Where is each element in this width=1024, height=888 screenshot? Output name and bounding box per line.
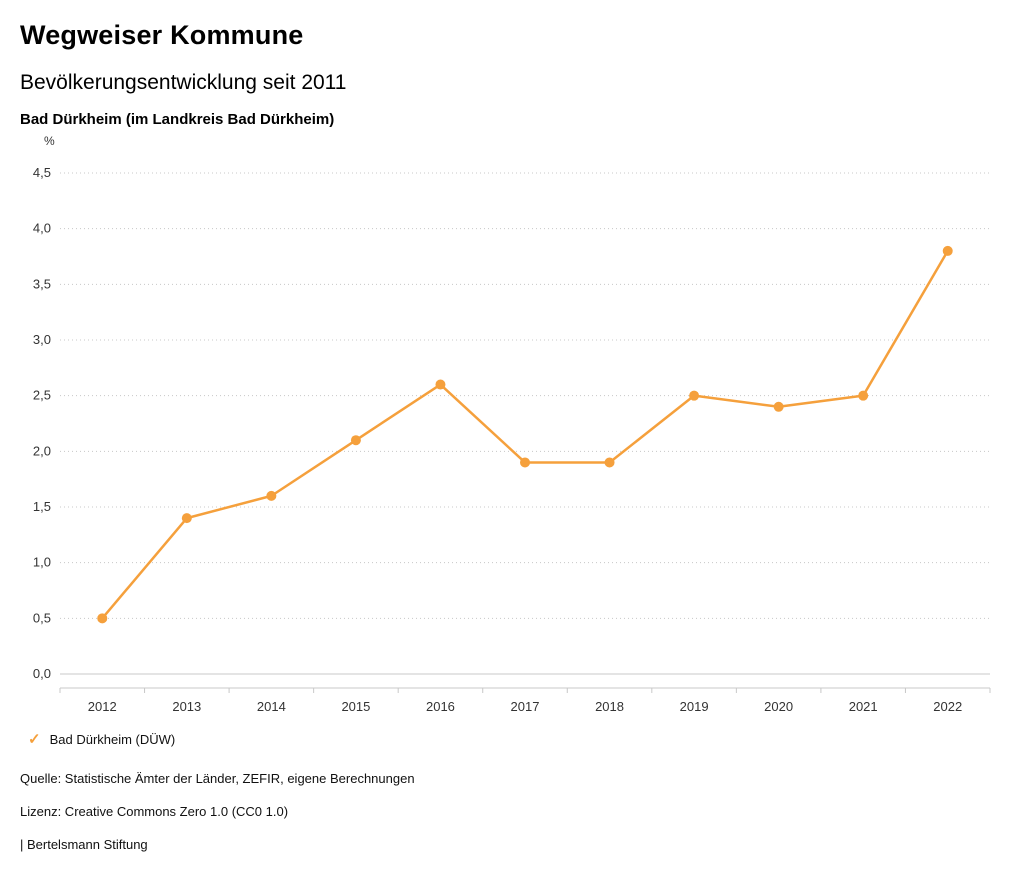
data-point-marker[interactable]	[520, 457, 530, 468]
x-tick-label: 2015	[341, 699, 370, 714]
chart-title: Bevölkerungsentwicklung seit 2011	[20, 71, 347, 94]
data-point-marker[interactable]	[689, 390, 700, 401]
x-tick-label: 2018	[595, 699, 624, 714]
y-tick-label: 4,0	[33, 221, 51, 236]
x-tick-label: 2012	[88, 699, 117, 714]
x-tick-label: 2016	[426, 699, 455, 714]
x-tick-label: 2017	[511, 699, 540, 714]
y-tick-label: 3,5	[33, 276, 51, 291]
y-tick-label: 3,0	[33, 332, 51, 347]
population-line-chart: 0,0 0,5 1,0 1,5 2,0 2,5 3,0 3,5 4,0 4,5% 2012 2013 2…	[33, 134, 991, 714]
data-point-marker[interactable]	[942, 245, 953, 256]
y-tick-label: 2,0	[33, 443, 51, 458]
data-point-marker[interactable]	[266, 490, 277, 501]
source-note: Quelle: Statistische Ämter der Länder, Z…	[20, 771, 415, 786]
y-tick-label: 0,0	[33, 666, 51, 681]
data-point-marker[interactable]	[435, 379, 446, 390]
x-tick-label: 2019	[680, 699, 709, 714]
x-tick-label: 2013	[172, 699, 201, 714]
license-note: Lizenz: Creative Commons Zero 1.0 (CC0 1…	[20, 804, 289, 819]
attribution-note: | Bertelsmann Stiftung	[20, 837, 148, 852]
legend-label: Bad Dürkheim (DÜW)	[49, 732, 176, 747]
chart-area: 0,0 0,5 1,0 1,5 2,0 2,5 3,0 3,5 4,0 4,5% 2012 2013 2…	[0, 128, 1024, 728]
region-subtitle: Bad Dürkheim (im Landkreis Bad Dürkheim)	[20, 111, 335, 128]
x-tick-label: 2014	[257, 699, 286, 714]
data-point-marker[interactable]	[181, 513, 192, 524]
data-point-marker[interactable]	[858, 390, 869, 401]
y-tick-label: 4,5	[33, 165, 51, 180]
y-tick-label: 1,5	[33, 499, 51, 514]
y-tick-label: 1,0	[33, 555, 51, 570]
x-tick-label: 2021	[849, 699, 878, 714]
y-axis-unit-label: %	[44, 134, 55, 148]
data-point-marker[interactable]	[97, 613, 108, 624]
y-tick-label: 2,5	[33, 388, 51, 403]
data-point-marker[interactable]	[773, 401, 784, 412]
series-line	[101, 249, 949, 620]
x-tick-label: 2022	[933, 699, 962, 714]
footer: Quelle: Statistische Ämter der Länder, Z…	[20, 771, 1004, 852]
data-point-marker[interactable]	[604, 457, 615, 468]
page: Wegweiser Kommune Bevölkerungsentwicklun…	[0, 20, 1024, 852]
chart-legend[interactable]: ✓ Bad Dürkheim (DÜW)	[28, 732, 1004, 747]
legend-check-icon: ✓	[28, 731, 41, 748]
app-title: Wegweiser Kommune	[20, 20, 304, 50]
y-tick-label: 0,5	[33, 610, 51, 625]
data-point-marker[interactable]	[350, 435, 361, 446]
x-tick-label: 2020	[764, 699, 793, 714]
